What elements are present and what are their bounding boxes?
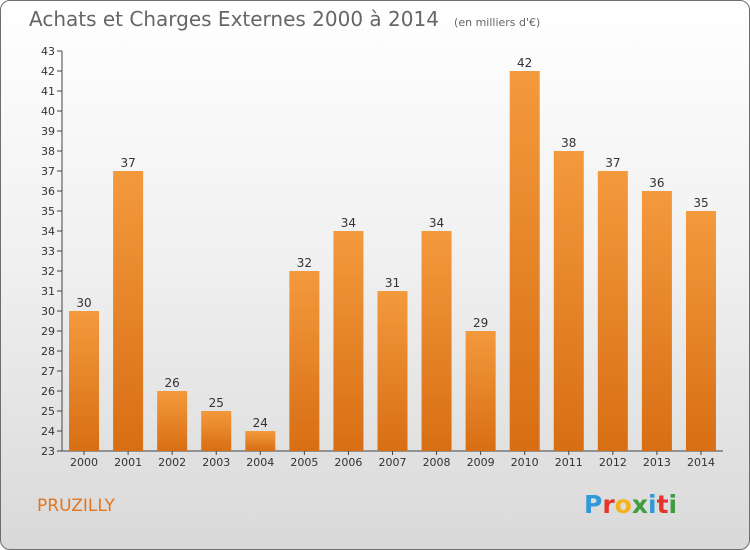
bar-value-label: 29 (473, 316, 488, 330)
y-tick-label: 39 (41, 125, 55, 138)
x-tick-label: 2002 (158, 456, 186, 469)
bar (377, 291, 408, 451)
bar-value-label: 34 (341, 216, 356, 230)
bar (685, 211, 716, 451)
y-tick-label: 24 (41, 425, 55, 438)
x-tick-label: 2009 (467, 456, 495, 469)
y-tick-label: 30 (41, 305, 55, 318)
bar (509, 71, 540, 451)
value-labels: 30 37 26 25 24 32 34 31 34 29 42 38 37 36 35 (76, 56, 708, 430)
y-tick-label: 38 (41, 145, 55, 158)
bar (157, 391, 188, 451)
bar (333, 231, 364, 451)
x-tick-label: 2014 (687, 456, 715, 469)
bar (289, 271, 320, 451)
logo-letter: i (648, 490, 657, 519)
x-tick-label: 2001 (114, 456, 142, 469)
bars (69, 71, 716, 451)
bar (113, 171, 144, 451)
y-tick-label: 27 (41, 365, 55, 378)
y-tick-label: 42 (41, 65, 55, 78)
bar (597, 171, 628, 451)
bar (245, 431, 276, 451)
bar (641, 191, 672, 451)
y-tick-label: 37 (41, 165, 55, 178)
bar (201, 411, 232, 451)
bar-value-label: 42 (517, 56, 532, 70)
title-row: Achats et Charges Externes 2000 à 2014 (… (29, 7, 540, 31)
bar-value-label: 34 (429, 216, 444, 230)
place-name: PRUZILLY (37, 496, 115, 516)
bar-value-label: 32 (297, 256, 312, 270)
y-tick-label: 33 (41, 245, 55, 258)
y-tick-label: 29 (41, 325, 55, 338)
bar (553, 151, 584, 451)
logo-letter: t (656, 490, 669, 519)
bar-value-label: 35 (693, 196, 708, 210)
logo-letter: x (631, 490, 648, 519)
chart-title: Achats et Charges Externes 2000 à 2014 (29, 7, 439, 31)
x-tick-label: 2011 (555, 456, 583, 469)
bar-value-label: 25 (209, 396, 224, 410)
chart-unit: (en milliers d'€) (454, 16, 541, 29)
bar-value-label: 30 (76, 296, 91, 310)
y-tick-label: 25 (41, 405, 55, 418)
x-tick-label: 2012 (599, 456, 627, 469)
y-tick-label: 31 (41, 285, 55, 298)
bar-value-label: 37 (120, 156, 135, 170)
x-tick-label: 2013 (643, 456, 671, 469)
y-tick-label: 23 (41, 445, 55, 458)
y-axis: 23 24 25 26 27 28 29 30 31 32 33 34 35 36 37 38 39 40 41 42… (41, 45, 63, 458)
x-tick-label: 2010 (511, 456, 539, 469)
y-tick-label: 41 (41, 85, 55, 98)
y-tick-label: 28 (41, 345, 55, 358)
logo-letter: i (668, 490, 678, 519)
x-tick-label: 2006 (334, 456, 362, 469)
bar-value-label: 36 (649, 176, 664, 190)
bar-value-label: 37 (605, 156, 620, 170)
y-tick-label: 36 (41, 185, 55, 198)
bar-value-label: 26 (165, 376, 180, 390)
bar-value-label: 38 (561, 136, 576, 150)
x-tick-label: 2005 (290, 456, 318, 469)
bar (69, 311, 100, 451)
x-tick-label: 2000 (70, 456, 98, 469)
x-tick-label: 2003 (202, 456, 230, 469)
x-tick-label: 2008 (423, 456, 451, 469)
logo-letter: o (614, 490, 632, 519)
x-axis: 2000 2001 2002 2003 2004 2005 2006 2007 2008 2009… (62, 450, 723, 469)
y-tick-label: 34 (41, 225, 55, 238)
x-tick-label: 2004 (246, 456, 274, 469)
y-tick-label: 43 (41, 45, 55, 58)
logo-letter: P (584, 490, 603, 519)
y-tick-label: 40 (41, 105, 55, 118)
logo-letter: r (602, 490, 615, 519)
y-tick-label: 32 (41, 265, 55, 278)
bar-value-label: 31 (385, 276, 400, 290)
proxiti-logo: Proxiti (584, 490, 677, 519)
x-tick-label: 2007 (379, 456, 407, 469)
y-tick-label: 35 (41, 205, 55, 218)
y-tick-label: 26 (41, 385, 55, 398)
bar-value-label: 24 (253, 416, 268, 430)
bar (421, 231, 452, 451)
bar (465, 331, 496, 451)
